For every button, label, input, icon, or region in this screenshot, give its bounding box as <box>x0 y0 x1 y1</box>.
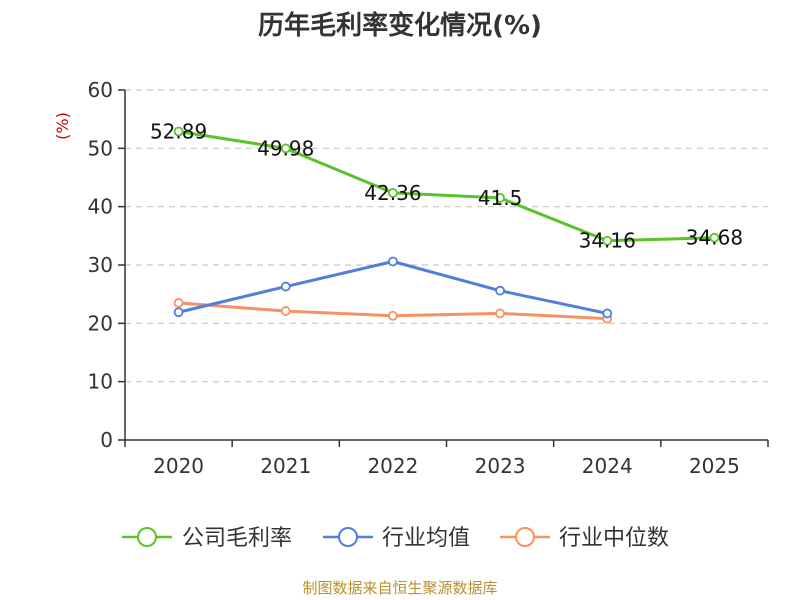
grid-lines <box>125 89 768 383</box>
series-point-1 <box>173 307 184 318</box>
series-point-0 <box>495 193 505 203</box>
x-tick-label: 2023 <box>475 454 526 478</box>
axes: 0 10 20 30 40 50 60 2020 2021 2022 2023 2024 2025 <box>88 78 769 478</box>
y-tick-label: 40 <box>88 195 113 219</box>
y-tick-label: 10 <box>88 370 113 394</box>
y-tick-label: 60 <box>88 78 113 102</box>
series-point-2 <box>173 298 184 308</box>
legend-marker-icon <box>515 527 535 547</box>
x-tick-label: 2022 <box>367 454 418 478</box>
series-line-0 <box>177 129 716 243</box>
data-label: 42.36 <box>364 181 421 205</box>
data-labels: 52.89 49.98 42.36 41.5 34.16 34.68 <box>150 119 743 252</box>
data-label: 34.68 <box>686 226 743 250</box>
series-point-1 <box>602 308 613 319</box>
series-lines <box>173 126 720 324</box>
data-label: 41.5 <box>478 186 523 210</box>
series-point-0 <box>388 187 398 198</box>
series-line-1 <box>177 260 609 315</box>
y-tick-label: 30 <box>88 253 113 277</box>
y-tick-label: 20 <box>88 311 113 335</box>
y-tick-label: 0 <box>100 428 113 452</box>
series-point-2 <box>388 310 398 321</box>
data-label: 52.89 <box>150 119 207 143</box>
legend-marker-icon <box>338 527 358 547</box>
data-label: 34.16 <box>579 229 636 253</box>
y-tick-label: 50 <box>88 136 113 160</box>
chart-title: 历年毛利率变化情况(%) <box>258 10 542 41</box>
legend-label: 行业中位数 <box>559 526 669 551</box>
legend-label: 公司毛利率 <box>182 526 292 551</box>
legend-item[interactable]: 公司毛利率 <box>122 526 292 551</box>
legend-item[interactable]: 行业均值 <box>323 526 470 551</box>
x-tick-label: 2020 <box>153 454 204 478</box>
series-point-1 <box>388 256 398 267</box>
y-axis-unit: (%) <box>53 112 72 140</box>
legend-marker-icon <box>137 527 157 547</box>
series-point-0 <box>602 235 613 246</box>
series-point-1 <box>495 285 505 296</box>
series-point-0 <box>173 126 184 137</box>
series-point-2 <box>280 306 291 316</box>
x-tick-label: 2021 <box>260 454 311 478</box>
legend[interactable]: 公司毛利率 行业均值 行业中位数 <box>122 526 669 551</box>
x-tick-label: 2025 <box>689 454 740 478</box>
legend-label: 行业均值 <box>382 526 470 551</box>
series-point-0 <box>280 143 291 154</box>
series-point-2 <box>495 308 505 319</box>
source-note: 制图数据来自恒生聚源数据库 <box>302 579 497 597</box>
series-point-0 <box>709 232 720 243</box>
legend-item[interactable]: 行业中位数 <box>500 526 669 551</box>
series-point-1 <box>280 281 291 292</box>
data-label: 49.98 <box>257 136 314 160</box>
x-tick-label: 2024 <box>582 454 633 478</box>
